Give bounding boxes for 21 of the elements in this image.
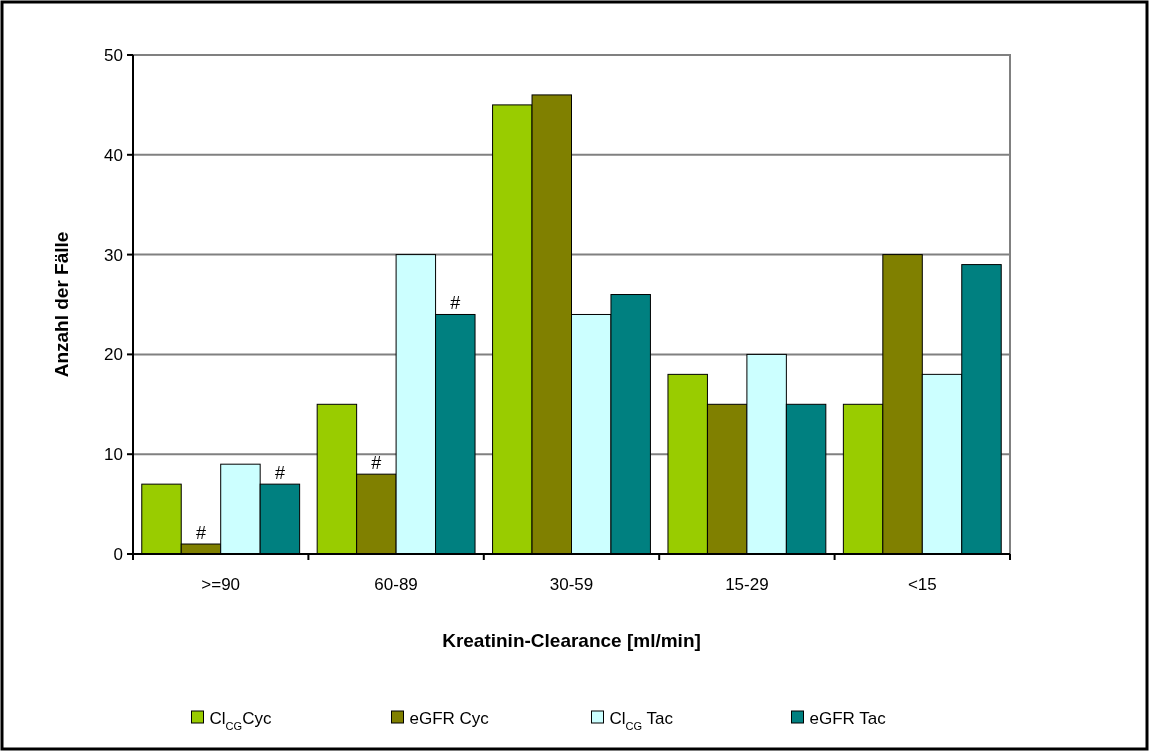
y-tick-label: 30 [104,245,123,265]
data-label: # [274,463,285,484]
x-tick-label: 15-29 [725,575,769,594]
legend-label: Cl$_{CG}$Cyc [209,708,272,732]
y-tick-label: 0 [113,544,123,564]
x-tick-label: 60-89 [374,575,418,594]
data-label: # [450,293,461,314]
y-tick-label: 10 [104,445,123,465]
y-tick-label: 50 [104,45,123,65]
legend-label: eGFR Cyc [409,708,490,728]
legend-label: Cl$_{CG}$ Tac [609,708,674,732]
y-axis-title: Anzahl der Fälle [51,231,72,378]
x-tick-label: >=90 [201,575,241,594]
y-tick-label: 20 [104,345,123,365]
data-label: # [195,523,206,544]
data-label: # [371,453,382,474]
x-axis-title: Kreatinin-Clearance [ml/min] [442,630,701,651]
legend-label: eGFR Tac [809,708,887,728]
x-tick-label: 30-59 [549,575,594,594]
y-tick-label: 40 [104,145,123,165]
x-tick-label: <15 [907,575,937,594]
